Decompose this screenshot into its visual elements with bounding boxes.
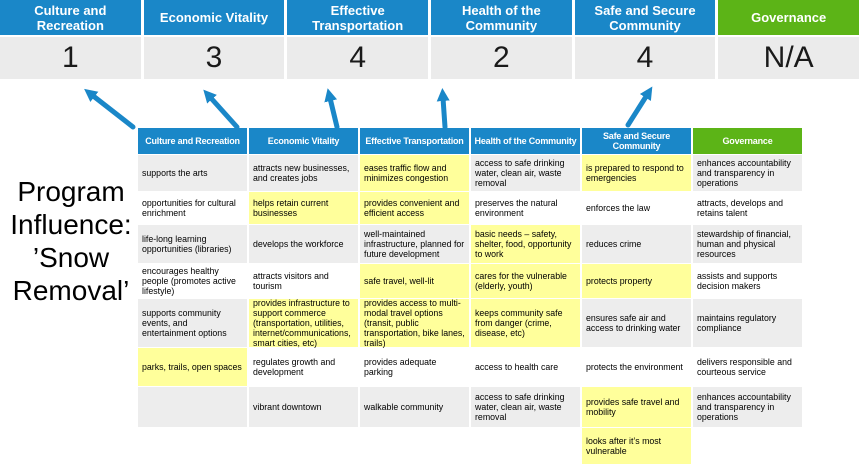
- matrix-cell-r6-c2: regulates growth and development: [249, 348, 358, 386]
- arrow-to-culture-and-recreation-icon: [84, 88, 136, 130]
- matrix-cell-r3-c2: develops the workforce: [249, 225, 358, 263]
- matrix-cell-r4-c2: attracts visitors and tourism: [249, 264, 358, 298]
- matrix-cell-r2-c6: attracts, develops and retains talent: [693, 192, 802, 224]
- scorecard-header-economic-vitality: Economic Vitality: [143, 0, 285, 35]
- matrix-cell-r1-c3: eases traffic flow and minimizes congest…: [360, 155, 469, 191]
- scorecard-header-governance: Governance: [718, 0, 859, 35]
- matrix-cell-r8-c6: [693, 428, 802, 464]
- matrix-cell-r2-c1: opportunities for cultural enrichment: [138, 192, 247, 224]
- matrix-cell-r5-c3: provides access to multi-modal travel op…: [360, 298, 469, 348]
- matrix-cell-r5-c2: provides infrastructure to support comme…: [249, 298, 358, 348]
- matrix-cell-r4-c3: safe travel, well-lit: [360, 264, 469, 298]
- matrix-cell-r7-c2: vibrant downtown: [249, 387, 358, 427]
- matrix-cell-r3-c1: life-long learning opportunities (librar…: [138, 225, 247, 263]
- matrix-cell-r5-c4: keeps community safe from danger (crime,…: [471, 299, 580, 347]
- matrix-cell-r1-c5: is prepared to respond to emergencies: [582, 155, 691, 191]
- matrix-cell-r5-c5: ensures safe air and access to drinking …: [582, 299, 691, 347]
- matrix-cell-r8-c3: [360, 428, 469, 464]
- matrix-cell-r3-c5: reduces crime: [582, 225, 691, 263]
- title-line-1: Program: [17, 176, 125, 207]
- title-line-3: ’Snow: [32, 242, 110, 273]
- influence-arrows: [84, 86, 653, 130]
- scorecard-header-culture-and-recreation: Culture and Recreation: [0, 0, 141, 35]
- scorecard-score-economic-vitality: 3: [143, 37, 285, 79]
- scorecard-score-culture-and-recreation: 1: [0, 37, 141, 79]
- matrix-cell-r7-c5: provides safe travel and mobility: [582, 387, 691, 427]
- matrix-cell-r1-c4: access to safe drinking water, clean air…: [471, 155, 580, 191]
- matrix-cell-r2-c5: enforces the law: [582, 192, 691, 224]
- matrix-cell-r8-c2: [249, 428, 358, 464]
- scorecard-score-effective-transportation: 4: [287, 37, 428, 79]
- matrix-cell-r6-c5: protects the environment: [582, 348, 691, 386]
- scorecard-header-health-of-the-community: Health of the Community: [431, 0, 572, 35]
- matrix-cell-r6-c6: delivers responsible and courteous servi…: [693, 348, 802, 386]
- matrix-cell-r3-c4: basic needs – safety, shelter, food, opp…: [471, 225, 580, 263]
- matrix-header-culture-and-recreation: Culture and Recreation: [138, 128, 247, 154]
- matrix-cell-r8-c5: looks after it’s most vulnerable: [582, 428, 691, 464]
- matrix-cell-r3-c3: well-maintained infrastructure, planned …: [360, 225, 469, 263]
- matrix-cell-r7-c4: access to safe drinking water, clean air…: [471, 387, 580, 427]
- scorecard-header-safe-and-secure-community: Safe and Secure Community: [574, 0, 716, 35]
- matrix-cell-r3-c6: stewardship of financial, human and phys…: [693, 225, 802, 263]
- matrix-cell-r4-c4: cares for the vulnerable (elderly, youth…: [471, 264, 580, 298]
- arrow-to-economic-vitality-icon: [203, 89, 240, 130]
- matrix-cell-r6-c4: access to health care: [471, 348, 580, 386]
- scorecard-score-governance: N/A: [718, 37, 859, 79]
- arrow-to-health-of-the-community-icon: [436, 88, 450, 130]
- matrix-cell-r4-c6: assists and supports decision makers: [693, 264, 802, 298]
- program-influence-title: Program Influence: ’Snow Removal’: [0, 175, 142, 307]
- matrix-cell-r1-c2: attracts new businesses, and creates job…: [249, 155, 358, 191]
- arrow-to-safe-and-secure-community-icon: [625, 86, 653, 128]
- title-line-4: Removal’: [12, 275, 130, 306]
- matrix-cell-r8-c4: [471, 428, 580, 464]
- scorecard-header-effective-transportation: Effective Transportation: [287, 0, 428, 35]
- matrix-header-effective-transportation: Effective Transportation: [360, 128, 469, 154]
- matrix-cell-r6-c1: parks, trails, open spaces: [138, 348, 247, 386]
- arrow-to-effective-transportation-icon: [324, 88, 340, 130]
- matrix-cell-r4-c5: protects property: [582, 264, 691, 298]
- matrix-cell-r7-c1: [138, 387, 247, 427]
- scorecard-score-safe-and-secure-community: 4: [574, 37, 716, 79]
- matrix-header-safe-and-secure-community: Safe and Secure Community: [582, 128, 691, 154]
- matrix-header-health-of-the-community: Health of the Community: [471, 128, 580, 154]
- matrix-cell-r7-c3: walkable community: [360, 387, 469, 427]
- matrix-cell-r8-c1: [138, 428, 247, 464]
- matrix-cell-r4-c1: encourages healthy people (promotes acti…: [138, 264, 247, 298]
- scorecard: Culture and Recreation Economic Vitality E…: [0, 0, 859, 79]
- matrix-cell-r7-c6: enhances accountability and transparency…: [693, 387, 802, 427]
- matrix-cell-r5-c1: supports community events, and entertain…: [138, 299, 247, 347]
- matrix-cell-r1-c1: supports the arts: [138, 155, 247, 191]
- matrix-cell-r2-c3: provides convenient and efficient access: [360, 192, 469, 224]
- matrix-cell-r2-c2: helps retain current businesses: [249, 192, 358, 224]
- scorecard-score-health-of-the-community: 2: [431, 37, 572, 79]
- matrix-header-economic-vitality: Economic Vitality: [249, 128, 358, 154]
- matrix-cell-r1-c6: enhances accountability and transparency…: [693, 155, 802, 191]
- influence-matrix: Culture and Recreation Economic Vitality E…: [138, 128, 802, 464]
- matrix-cell-r2-c4: preserves the natural environment: [471, 192, 580, 224]
- matrix-cell-r6-c3: provides adequate parking: [360, 348, 469, 386]
- matrix-cell-r5-c6: maintains regulatory compliance: [693, 299, 802, 347]
- title-line-2: Influence:: [10, 209, 132, 240]
- matrix-header-governance: Governance: [693, 128, 802, 154]
